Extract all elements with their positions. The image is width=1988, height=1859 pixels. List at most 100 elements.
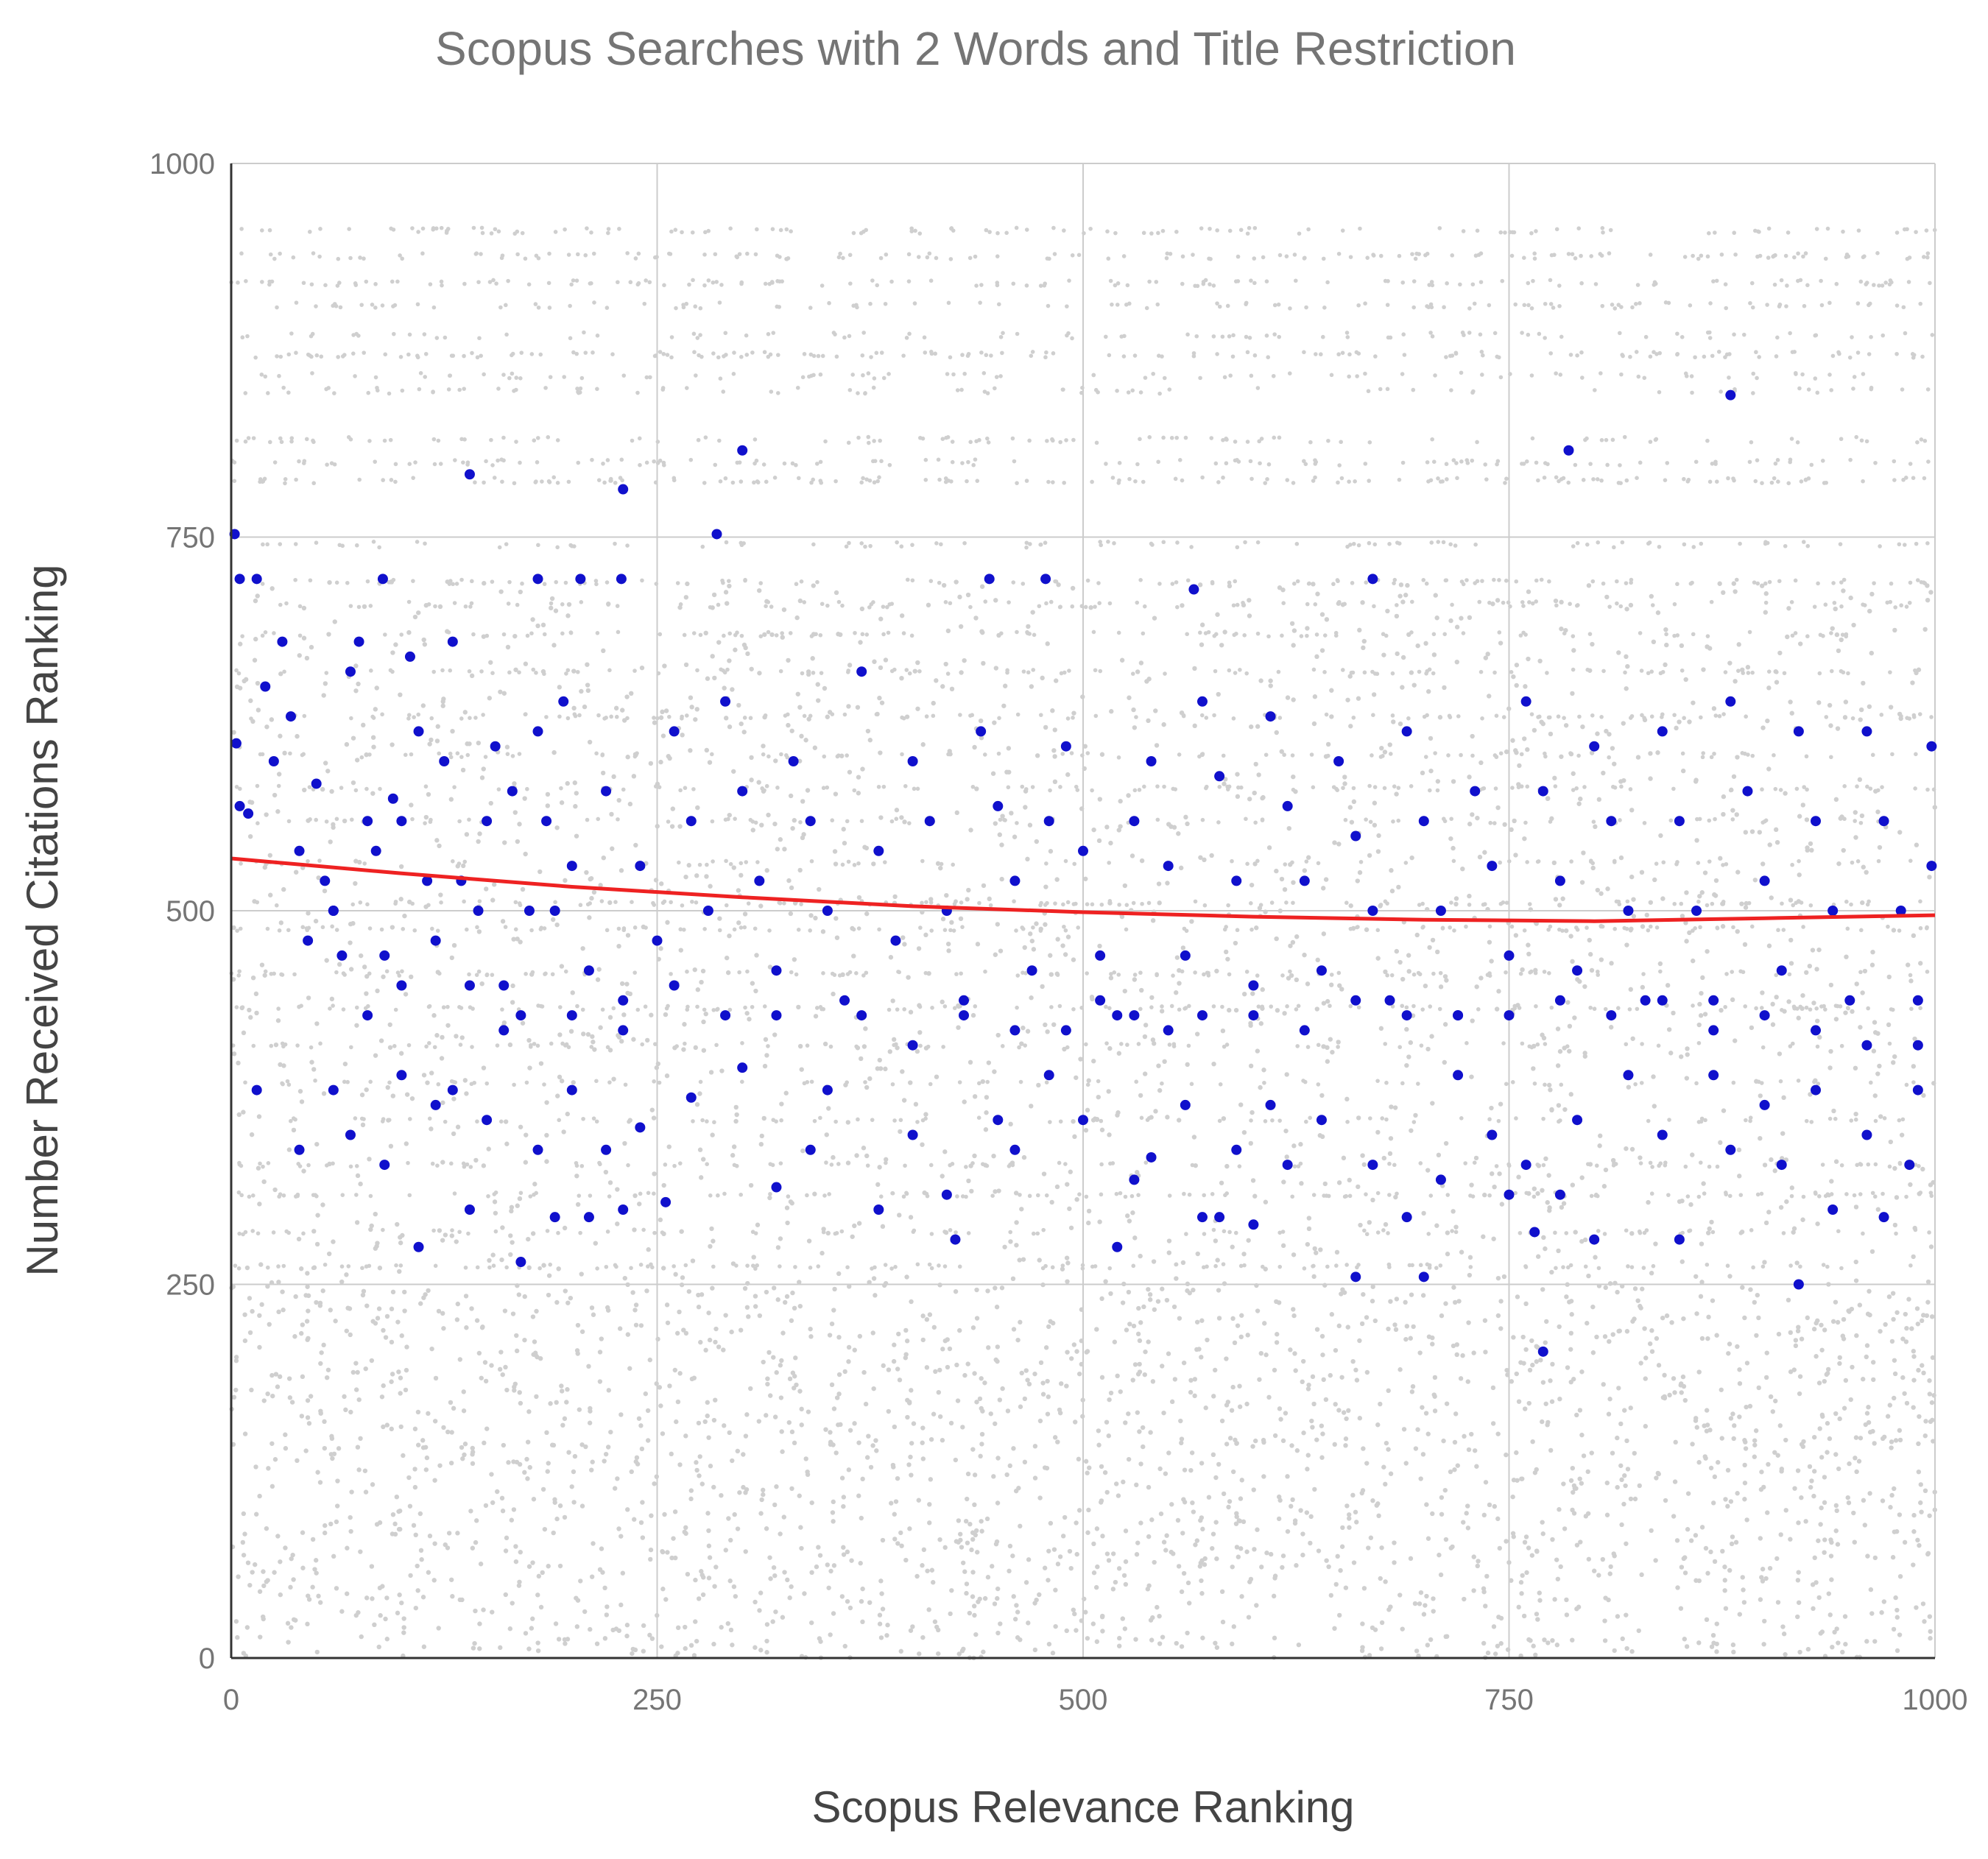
background-point <box>975 1550 980 1555</box>
background-point <box>797 1389 803 1394</box>
background-point <box>1474 984 1479 990</box>
background-point <box>1156 881 1162 886</box>
background-point <box>249 1132 255 1137</box>
background-point <box>1329 373 1334 378</box>
background-point <box>1272 332 1277 336</box>
background-point <box>1062 228 1066 233</box>
background-point <box>588 1626 593 1632</box>
background-point <box>1164 255 1169 261</box>
background-point <box>1043 922 1048 927</box>
background-point <box>827 1333 833 1338</box>
background-point <box>828 1430 833 1435</box>
background-point <box>476 280 481 284</box>
background-point <box>686 1288 692 1294</box>
background-point <box>1804 817 1810 822</box>
background-point <box>1341 1155 1347 1161</box>
background-point <box>1570 1465 1576 1471</box>
background-point <box>1629 1648 1635 1654</box>
background-point <box>1833 1452 1839 1457</box>
background-point <box>1294 278 1298 283</box>
background-point <box>559 800 565 805</box>
background-point <box>1299 1181 1304 1186</box>
background-point <box>826 1585 831 1590</box>
background-point <box>1311 1401 1316 1407</box>
background-point <box>995 1456 1001 1461</box>
background-point <box>604 1604 610 1609</box>
background-point <box>920 1440 925 1445</box>
background-point <box>1805 1646 1811 1652</box>
background-point <box>1892 1486 1897 1492</box>
background-point <box>816 353 821 359</box>
background-point <box>1796 1324 1801 1330</box>
background-point <box>1914 1605 1919 1610</box>
background-point <box>770 227 775 231</box>
background-point <box>754 953 759 958</box>
background-point <box>965 897 970 902</box>
background-point <box>1428 1637 1434 1643</box>
background-point <box>1108 278 1113 283</box>
background-point <box>1214 1556 1219 1562</box>
background-point <box>1272 1367 1277 1373</box>
background-point <box>1451 1209 1456 1214</box>
background-point <box>1384 1440 1389 1446</box>
background-point <box>1452 1439 1458 1445</box>
background-point <box>625 251 630 255</box>
background-point <box>1540 1531 1545 1537</box>
background-point <box>1149 1637 1155 1643</box>
background-point <box>1575 353 1579 358</box>
background-point <box>1649 1328 1654 1333</box>
background-point <box>1702 1012 1708 1017</box>
background-point <box>1280 587 1286 593</box>
background-point <box>1423 641 1428 646</box>
background-point <box>1449 388 1453 392</box>
background-point <box>1470 733 1475 739</box>
background-point <box>646 1247 651 1252</box>
background-point <box>1378 1646 1384 1651</box>
background-point <box>972 1153 977 1159</box>
background-point <box>658 350 663 354</box>
background-point <box>294 300 299 305</box>
background-point <box>779 1358 784 1364</box>
background-point <box>865 728 871 734</box>
background-point <box>1002 683 1008 688</box>
background-point <box>1142 1034 1148 1040</box>
background-point <box>1143 1023 1149 1028</box>
background-point <box>1444 978 1449 983</box>
background-point <box>1872 1093 1878 1098</box>
background-point <box>941 582 947 588</box>
background-point <box>1192 1377 1198 1382</box>
background-point <box>1431 1392 1437 1397</box>
background-point <box>925 255 930 260</box>
background-point <box>1285 695 1291 700</box>
background-point <box>773 758 778 763</box>
background-point <box>1325 741 1331 747</box>
background-point <box>1548 351 1554 356</box>
background-point <box>1249 373 1254 378</box>
background-point <box>559 1383 564 1389</box>
background-point <box>1902 227 1907 232</box>
background-point <box>880 1224 886 1230</box>
background-point <box>591 350 595 355</box>
background-point <box>434 838 440 843</box>
background-point <box>864 1153 870 1159</box>
background-point <box>1311 721 1317 727</box>
background-point <box>1135 1410 1141 1415</box>
background-point <box>1021 1257 1026 1262</box>
background-point <box>1079 1618 1085 1623</box>
background-point <box>657 1385 663 1390</box>
background-point <box>1877 844 1883 850</box>
background-point <box>658 1403 663 1408</box>
background-point <box>546 1461 551 1466</box>
background-point <box>1922 1488 1928 1494</box>
background-point <box>784 227 789 232</box>
background-point <box>611 1076 616 1082</box>
background-point <box>998 948 1004 953</box>
background-point <box>1598 957 1604 962</box>
background-point <box>1752 878 1758 883</box>
background-point <box>390 1531 395 1537</box>
background-point <box>473 252 479 256</box>
background-point <box>1522 303 1527 308</box>
background-point <box>377 1585 383 1591</box>
background-point <box>1589 967 1595 973</box>
background-point <box>1160 354 1164 359</box>
